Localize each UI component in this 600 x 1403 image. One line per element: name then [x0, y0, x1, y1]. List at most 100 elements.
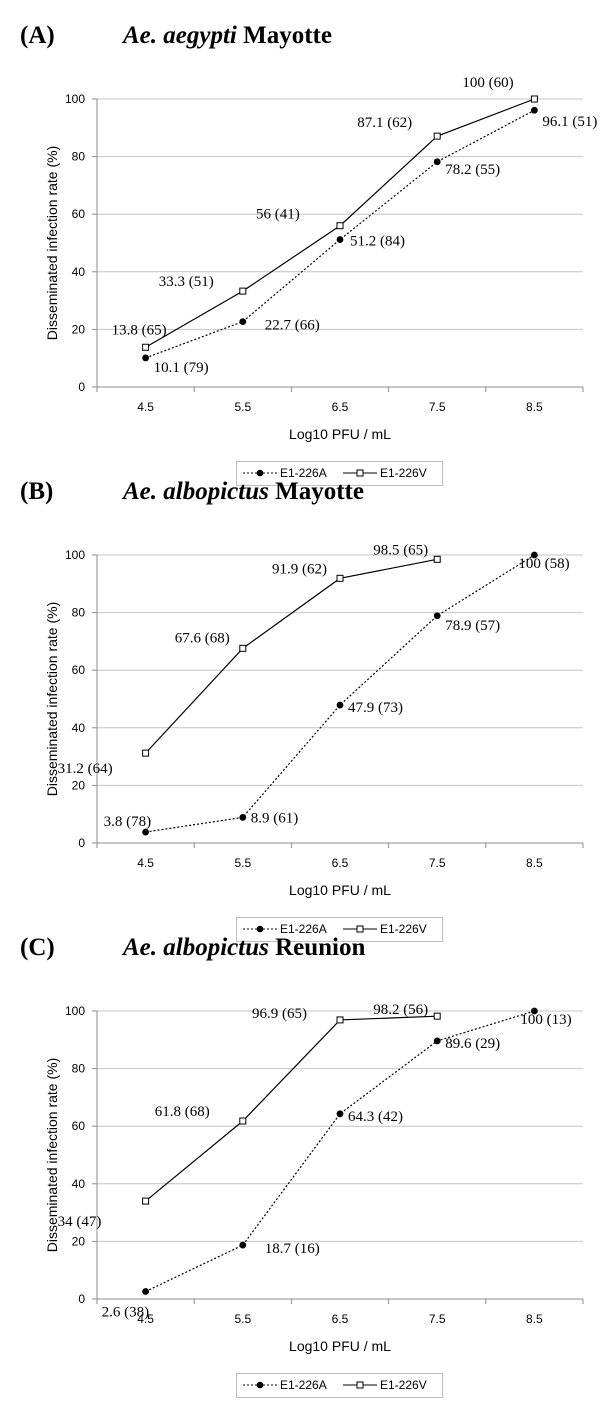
data-point — [336, 222, 344, 230]
data-point — [433, 158, 441, 166]
legend-label-e1-226a: E1-226A — [280, 922, 327, 936]
panel-c: (C) Ae. albopictus Reunion 0 20 40 60 80 100 4.… — [0, 934, 600, 1399]
legend-item-e1-226v: E1-226V — [343, 922, 427, 936]
data-point — [239, 644, 247, 652]
data-point — [142, 1197, 150, 1205]
data-label: 47.9 (73) — [348, 700, 403, 716]
data-point — [142, 749, 150, 757]
legend-swatch-e1-226v — [343, 1381, 377, 1389]
y-tick-label: 0 — [78, 380, 85, 394]
data-point — [336, 574, 344, 582]
legend-item-e1-226v: E1-226V — [343, 466, 427, 480]
panel-title: (B) Ae. albopictus Mayotte — [20, 478, 364, 506]
legend-item-e1-226a: E1-226A — [243, 1378, 327, 1392]
x-tick-label: 6.5 — [332, 856, 349, 870]
data-label: 2.6 (38) — [102, 1305, 150, 1321]
y-axis-title: Disseminated infection rate (%) — [44, 602, 60, 797]
data-label: 61.8 (68) — [155, 1104, 210, 1120]
x-tick-label: 4.5 — [137, 856, 154, 870]
y-tick-label: 60 — [72, 1119, 86, 1133]
y-tick-label: 0 — [78, 1292, 85, 1306]
y-tick-label: 60 — [72, 663, 86, 677]
data-point — [531, 551, 538, 559]
panel-location: Mayotte — [243, 22, 332, 49]
x-tick-label: 8.5 — [526, 856, 543, 870]
data-label: 10.1 (79) — [154, 360, 209, 376]
data-label: 34 (47) — [58, 1214, 102, 1230]
legend-swatch-e1-226v — [343, 469, 377, 477]
panel-a: (A) Ae. aegypti Mayotte 0 20 40 60 80 100 4.5 5.… — [0, 22, 600, 487]
data-point — [239, 813, 247, 821]
legend-label-e1-226v: E1-226V — [380, 466, 427, 480]
panel-species: Ae. aegypti — [123, 22, 237, 49]
series-line-e1-226a — [145, 109, 535, 359]
data-label: 18.7 (16) — [265, 1241, 320, 1257]
series-line-e1-226a — [145, 1010, 535, 1293]
series-line-e1-226v — [145, 558, 438, 754]
y-tick-label: 40 — [72, 721, 86, 735]
panel-letter: (C) — [20, 934, 55, 961]
chart-legend: E1-226A E1-226V — [236, 1373, 443, 1398]
series-line-e1-226v — [145, 1015, 438, 1202]
data-label: 100 (60) — [462, 75, 513, 91]
legend-swatch-e1-226v — [343, 925, 377, 933]
y-tick-label: 20 — [72, 778, 86, 792]
y-tick-label: 20 — [72, 322, 86, 336]
x-tick-label: 8.5 — [526, 400, 543, 414]
data-label: 33.3 (51) — [159, 274, 214, 290]
y-tick-label: 80 — [72, 150, 86, 164]
y-tick-label: 60 — [72, 207, 86, 221]
data-label: 31.2 (64) — [58, 761, 113, 777]
data-point — [239, 1241, 247, 1249]
y-tick-label: 80 — [72, 606, 86, 620]
legend-label-e1-226v: E1-226V — [380, 922, 427, 936]
data-point — [530, 95, 538, 103]
y-tick-label: 0 — [78, 836, 85, 850]
data-label: 22.7 (66) — [265, 318, 320, 334]
data-point — [142, 354, 150, 362]
y-tick-label: 80 — [72, 1062, 86, 1076]
y-axis-title: Disseminated infection rate (%) — [44, 146, 60, 341]
data-point — [531, 1007, 538, 1015]
y-tick-label: 40 — [72, 265, 86, 279]
data-label: 100 (58) — [518, 556, 569, 572]
data-point — [433, 555, 441, 563]
x-axis-title: Log10 PFU / mL — [289, 1338, 391, 1354]
data-point — [239, 1117, 247, 1125]
data-label: 96.1 (51) — [542, 114, 597, 130]
panel-letter: (A) — [20, 22, 55, 49]
x-axis-title: Log10 PFU / mL — [289, 426, 391, 442]
legend-swatch-e1-226a — [243, 469, 277, 477]
x-tick-label: 7.5 — [429, 1312, 446, 1326]
data-point — [433, 612, 441, 620]
data-label: 87.1 (62) — [357, 115, 412, 131]
data-label: 96.9 (65) — [252, 1006, 307, 1022]
data-point — [531, 106, 538, 114]
legend-item-e1-226a: E1-226A — [243, 466, 327, 480]
data-point — [142, 828, 150, 836]
data-label: 98.2 (56) — [373, 1002, 428, 1018]
data-label: 98.5 (65) — [373, 542, 428, 558]
chart-legend: E1-226A E1-226V — [236, 917, 443, 942]
x-tick-label: 8.5 — [526, 1312, 543, 1326]
data-point — [142, 1288, 150, 1295]
y-tick-label: 100 — [65, 548, 85, 562]
chart-c: 0 20 40 60 80 100 4.5 5.5 6.5 7.5 8.5 Log10 PFU / m… — [44, 1002, 584, 1354]
x-tick-label: 5.5 — [234, 400, 251, 414]
data-point — [336, 1016, 344, 1024]
x-tick-label: 5.5 — [234, 856, 251, 870]
panel-b: (B) Ae. albopictus Mayotte 0 20 40 60 80 100 4.… — [0, 478, 600, 943]
data-label: 89.6 (29) — [445, 1036, 500, 1052]
legend-swatch-e1-226a — [243, 925, 277, 933]
data-label: 100 (13) — [520, 1012, 571, 1028]
data-point — [239, 318, 247, 326]
data-point — [336, 1110, 344, 1118]
data-label: 13.8 (65) — [112, 322, 167, 338]
data-label: 67.6 (68) — [175, 630, 230, 646]
data-label: 78.9 (57) — [445, 618, 500, 634]
series-line-e1-226a — [145, 554, 535, 833]
panel-location: Reunion — [275, 934, 366, 961]
data-label: 51.2 (84) — [350, 234, 405, 250]
y-tick-label: 40 — [72, 1177, 86, 1191]
x-tick-label: 6.5 — [332, 400, 349, 414]
